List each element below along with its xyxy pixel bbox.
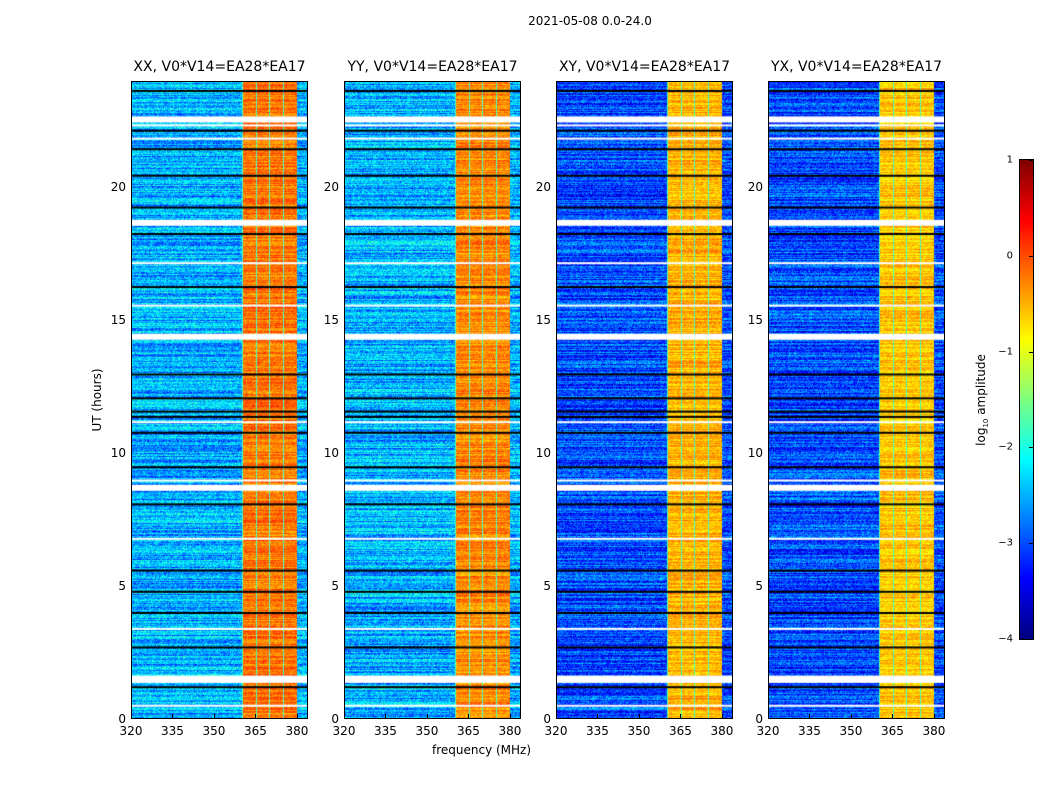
colorbar-tick-mark [1029, 447, 1034, 449]
x-tick-mark [468, 714, 470, 719]
y-tick-label: 20 [110, 180, 126, 195]
x-tick-label: 350 [202, 724, 226, 738]
colorbar-tick-mark [1029, 543, 1034, 545]
x-tick-mark [892, 714, 894, 719]
x-tick-mark [721, 714, 723, 719]
x-tick-mark [850, 714, 852, 719]
x-tick-mark [172, 714, 174, 719]
colorbar-tick-label: −3 [998, 537, 1013, 549]
x-tick-mark [768, 714, 769, 719]
x-tick-label: 365 [669, 724, 692, 738]
x-tick-mark [255, 714, 257, 719]
y-tick-label: 5 [543, 579, 551, 594]
y-tick-label: 15 [323, 313, 339, 328]
x-tick-mark [680, 714, 682, 719]
x-tick-label: 320 [332, 724, 356, 738]
colorbar-tick-label: −1 [998, 346, 1013, 358]
y-tick-label: 15 [747, 313, 763, 328]
colorbar-tick-mark [1029, 639, 1034, 640]
x-tick-mark [344, 714, 345, 719]
heatmap-image [769, 82, 944, 718]
y-tick-label: 10 [323, 446, 339, 461]
heatmap-image [557, 82, 732, 718]
x-tick-mark [638, 714, 640, 719]
colorbar-label: log10 amplitude [973, 354, 991, 446]
y-axis-label: UT (hours) [90, 368, 104, 432]
x-tick-label: 320 [544, 724, 568, 738]
x-tick-mark [809, 714, 811, 719]
heatmap-panel [131, 81, 308, 719]
heatmap-panel [768, 81, 945, 719]
y-tick-label: 0 [543, 712, 551, 726]
x-tick-label: 335 [586, 724, 609, 738]
x-tick-mark [385, 714, 387, 719]
x-tick-label: 380 [285, 724, 309, 738]
figure-title: 2021-05-08 0.0-24.0 [528, 14, 652, 28]
y-tick-label: 10 [747, 446, 763, 461]
x-tick-label: 335 [161, 724, 184, 738]
x-tick-mark [556, 714, 557, 719]
x-tick-label: 380 [922, 724, 946, 738]
y-tick-label: 10 [535, 446, 551, 461]
y-tick-label: 0 [118, 712, 126, 726]
heatmap-image [345, 82, 520, 718]
x-tick-mark [597, 714, 599, 719]
panel-title: YX, V0*V14=EA28*EA17 [770, 59, 943, 75]
x-tick-mark [213, 714, 215, 719]
colorbar-tick-mark [1029, 255, 1034, 257]
x-tick-label: 335 [374, 724, 397, 738]
y-tick-label: 5 [118, 579, 126, 594]
x-tick-label: 320 [119, 724, 143, 738]
x-tick-mark [509, 714, 511, 719]
x-tick-mark [131, 714, 132, 719]
colorbar-tick-label: 1 [1006, 154, 1013, 166]
colorbar-tick-label: 0 [1006, 250, 1013, 262]
y-tick-label: 10 [110, 446, 126, 461]
heatmap-panel [344, 81, 521, 719]
colorbar [1019, 159, 1034, 640]
x-tick-label: 365 [457, 724, 480, 738]
colorbar-tick-mark [1029, 160, 1034, 161]
y-tick-label: 15 [535, 313, 551, 328]
y-tick-label: 5 [331, 579, 339, 594]
panel-title: XX, V0*V14=EA28*EA17 [133, 59, 306, 75]
x-tick-label: 380 [710, 724, 734, 738]
x-tick-label: 320 [756, 724, 780, 738]
y-tick-label: 20 [747, 180, 763, 195]
y-tick-label: 5 [755, 579, 763, 594]
x-tick-label: 350 [839, 724, 863, 738]
heatmap-panel [556, 81, 733, 719]
y-tick-label: 20 [323, 180, 339, 195]
colorbar-tick-mark [1029, 351, 1034, 353]
x-tick-label: 365 [244, 724, 267, 738]
heatmap-image [132, 82, 307, 718]
panel-title: XY, V0*V14=EA28*EA17 [558, 59, 731, 75]
x-tick-label: 350 [415, 724, 439, 738]
x-tick-mark [296, 714, 298, 719]
colorbar-tick-label: −2 [998, 441, 1013, 453]
x-tick-mark [426, 714, 428, 719]
colorbar-gradient [1020, 160, 1033, 639]
colorbar-tick-label: −4 [998, 633, 1013, 645]
x-axis-label: frequency (MHz) [432, 743, 532, 757]
y-tick-label: 20 [535, 180, 551, 195]
y-tick-label: 15 [110, 313, 126, 328]
x-tick-label: 350 [627, 724, 651, 738]
panel-title: YY, V0*V14=EA28*EA17 [347, 59, 518, 75]
y-tick-label: 0 [755, 712, 763, 726]
x-tick-label: 365 [881, 724, 904, 738]
x-tick-label: 335 [798, 724, 821, 738]
y-tick-label: 0 [331, 712, 339, 726]
x-tick-label: 380 [498, 724, 522, 738]
x-tick-mark [933, 714, 935, 719]
